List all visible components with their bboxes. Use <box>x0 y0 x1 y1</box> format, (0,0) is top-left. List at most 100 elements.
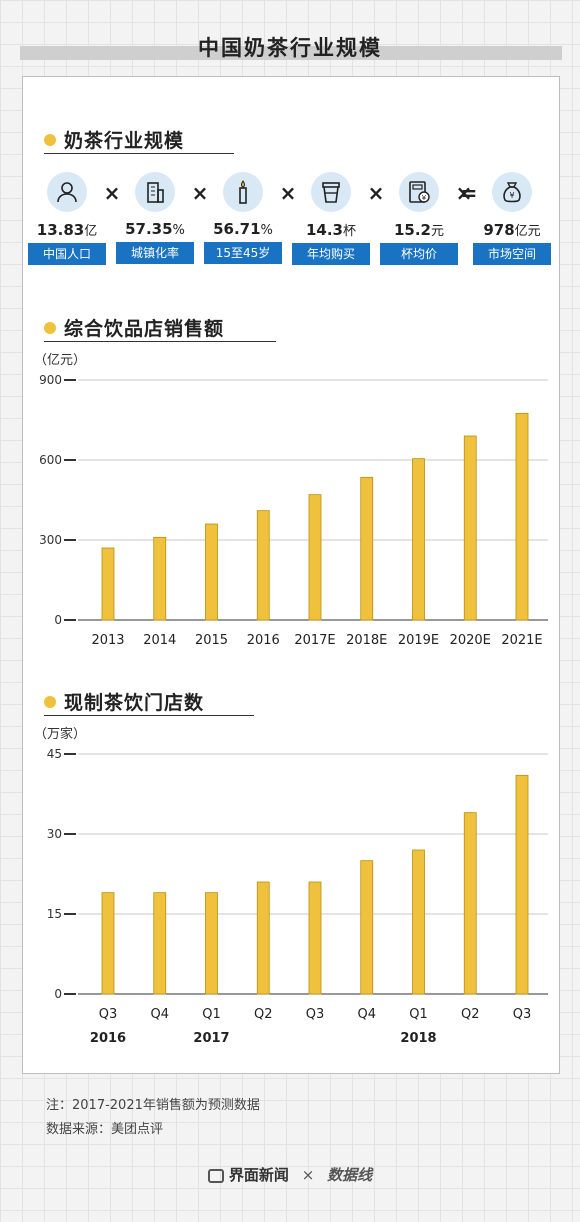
eq-label: 城镇化率 <box>116 242 194 264</box>
y-tick-label: 900 <box>39 373 62 387</box>
note-forecast: 注：2017-2021年销售额为预测数据 <box>46 1098 260 1113</box>
eq-value: 13.83 <box>36 221 85 239</box>
calculator-icon: ¥ <box>399 172 439 212</box>
x-tick-label: 2021E <box>501 633 542 648</box>
y-tick-label: 0 <box>54 987 62 1001</box>
section3-heading: 现制茶饮门店数 <box>44 688 254 716</box>
y-tick-label: 0 <box>54 613 62 627</box>
eq-unit: 元 <box>431 224 445 239</box>
x-tick-label: Q3 <box>306 1007 325 1022</box>
bar <box>463 812 477 995</box>
bar <box>205 523 218 621</box>
bar <box>153 536 167 621</box>
multiply-operator: × <box>103 181 121 205</box>
x-tick-label: Q1 <box>202 1007 221 1022</box>
eq-label: 年均购买 <box>292 243 370 265</box>
x-tick-label: Q3 <box>99 1007 118 1022</box>
section2-underline <box>44 341 276 342</box>
brand-datawire: 数据线 <box>327 1166 373 1184</box>
eq-unit: % <box>260 223 273 238</box>
y-tick-label: 45 <box>47 747 62 761</box>
x-tick-label: 2019E <box>398 633 439 648</box>
people-icon <box>47 172 87 212</box>
section1-title: 奶茶行业规模 <box>64 130 185 152</box>
bar <box>101 547 115 621</box>
year-label: 2016 <box>90 1031 126 1046</box>
y-axis-label: （亿元） <box>34 353 86 368</box>
bar <box>256 881 270 995</box>
bar <box>360 860 374 995</box>
section3-title: 现制茶饮门店数 <box>64 692 205 714</box>
y-axis-label: （万家） <box>34 726 86 742</box>
eq-label: 市场空间 <box>473 243 551 265</box>
title-bar <box>20 46 562 60</box>
year-label: 2018 <box>400 1031 436 1046</box>
section3-underline <box>44 715 254 716</box>
x-tick-label: 2015 <box>195 633 228 648</box>
bar <box>308 881 322 995</box>
eq-item-cups: 14.3杯 年均购买 <box>291 172 371 265</box>
eq-value: 14.3 <box>305 221 343 239</box>
multiply-operator: × <box>279 181 297 205</box>
eq-unit: 亿 <box>84 224 98 239</box>
x-tick-label: 2017E <box>294 633 335 648</box>
footer-separator: × <box>301 1166 315 1184</box>
candle-icon <box>223 172 263 212</box>
svg-text:¥: ¥ <box>509 191 514 200</box>
eq-value: 978 <box>483 221 515 239</box>
x-tick-label: Q4 <box>150 1007 169 1022</box>
eq-item-age: 56.71% 15至45岁 <box>203 172 283 264</box>
y-tick-label: 600 <box>39 453 62 467</box>
bar <box>360 476 374 621</box>
eq-item-urbanization: 57.35% 城镇化率 <box>115 172 195 264</box>
x-tick-label: 2020E <box>450 633 491 648</box>
y-tick-label: 30 <box>47 827 62 841</box>
svg-text:¥: ¥ <box>422 194 427 202</box>
eq-label: 杯均价 <box>380 243 458 265</box>
bar <box>205 892 218 995</box>
bar <box>101 892 115 995</box>
x-tick-label: Q1 <box>409 1007 428 1022</box>
x-tick-label: Q3 <box>513 1007 532 1022</box>
bar <box>256 510 270 621</box>
section2-heading: 综合饮品店销售额 <box>44 314 276 342</box>
bar <box>153 892 167 995</box>
multiply-operator: × <box>455 181 473 205</box>
note-source: 数据来源：美团点评 <box>46 1122 164 1137</box>
y-tick-label: 300 <box>39 533 62 547</box>
building-icon <box>135 172 175 212</box>
x-tick-label: Q2 <box>461 1007 480 1022</box>
section1-underline <box>44 153 234 154</box>
bar <box>515 412 529 621</box>
stores-bar-chart: （万家） 0 15 30 45 Q3 Q4 Q1 Q2 Q3 Q4 Q1 Q2 Q3 2016 2017 201… <box>34 726 548 1046</box>
bar <box>463 435 477 621</box>
year-label: 2017 <box>193 1031 229 1046</box>
x-tick-label: 2018E <box>346 633 387 648</box>
section2-title: 综合饮品店销售额 <box>64 318 225 340</box>
eq-unit: % <box>172 223 185 238</box>
footer: 界面新闻 × 数据线 <box>0 1164 580 1185</box>
bar <box>515 774 529 995</box>
x-tick-label: Q4 <box>357 1007 376 1022</box>
page-title: 中国奶茶行业规模 <box>198 36 382 60</box>
eq-value: 56.71 <box>213 220 261 238</box>
eq-value: 57.35 <box>125 220 173 238</box>
bar <box>412 849 425 995</box>
x-tick-label: 2016 <box>247 633 280 648</box>
equals-operator: = <box>460 181 478 205</box>
x-tick-label: 2013 <box>91 633 124 648</box>
money-bag-icon: ¥ <box>492 172 532 212</box>
eq-value: 15.2 <box>393 221 431 239</box>
multiply-operator: × <box>367 181 385 205</box>
eq-item-population: 13.83亿 中国人口 <box>27 172 107 265</box>
bullet-dot-icon <box>44 695 56 708</box>
section1-heading: 奶茶行业规模 <box>44 126 234 154</box>
multiply-operator: × <box>191 181 209 205</box>
eq-label: 中国人口 <box>28 243 106 265</box>
bar <box>308 494 322 621</box>
sales-bar-chart: （亿元） 0 300 600 900 2013 2014 2015 2016 2017E 2018E… <box>34 353 548 648</box>
eq-unit: 亿元 <box>514 224 541 239</box>
bar <box>412 458 425 621</box>
bullet-dot-icon <box>44 133 56 146</box>
brand-jiemian: 界面新闻 <box>228 1166 289 1184</box>
